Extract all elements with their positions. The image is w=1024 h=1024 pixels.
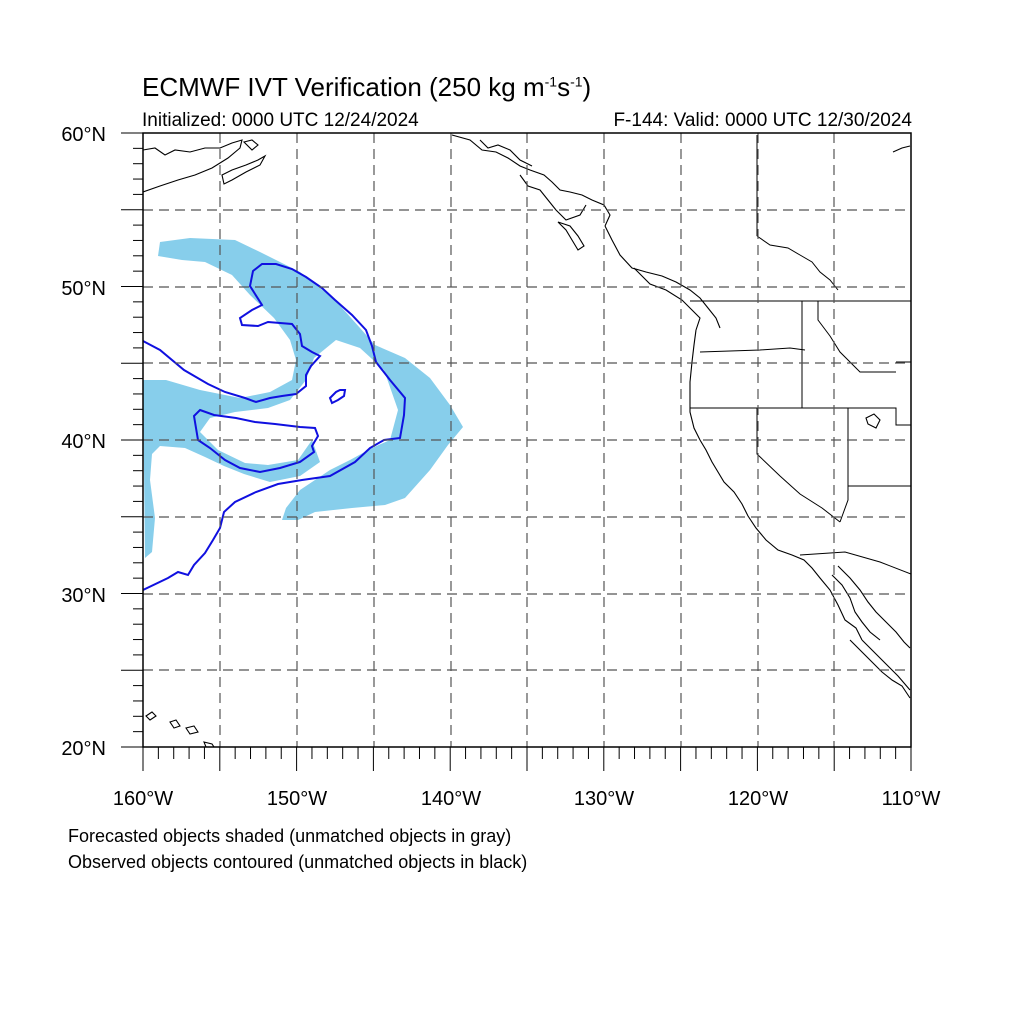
coastline: [143, 134, 911, 747]
lon-label-160w: 160°W: [113, 788, 173, 810]
lon-label-120w: 120°W: [728, 788, 788, 810]
axis-ticks: [121, 132, 912, 771]
lat-label-40: 40°N: [61, 431, 106, 453]
observed-ivt-contour-small: [328, 389, 347, 405]
lon-label-110w: 110°W: [882, 788, 941, 810]
legend-observed: Observed objects contoured (unmatched ob…: [68, 852, 528, 872]
lon-labels: 160°W 150°W 140°W 130°W 120°W 110°W: [113, 788, 941, 810]
legend-forecast: Forecasted objects shaded (unmatched obj…: [68, 826, 512, 846]
initialized-label: Initialized: 0000 UTC 12/24/2024: [142, 110, 419, 131]
observed-ivt-contour: [143, 263, 407, 591]
lat-label-60: 60°N: [61, 124, 106, 146]
lon-label-150w: 150°W: [267, 788, 327, 810]
chart-title: ECMWF IVT Verification (250 kg m-1s-1): [142, 72, 592, 102]
lon-label-140w: 140°W: [421, 788, 481, 810]
lat-label-50: 50°N: [61, 278, 106, 300]
political-borders: [690, 135, 911, 575]
valid-time-label: F-144: Valid: 0000 UTC 12/30/2024: [613, 110, 912, 131]
lat-label-30: 30°N: [61, 585, 106, 607]
lat-labels: 60°N 50°N 40°N 30°N 20°N: [61, 124, 106, 760]
graticule: [143, 133, 911, 747]
lon-label-130w: 130°W: [574, 788, 634, 810]
observed-ivt-contour-inner: [192, 408, 320, 474]
forecast-ivt-object: [143, 238, 463, 558]
lat-label-20: 20°N: [61, 738, 106, 760]
